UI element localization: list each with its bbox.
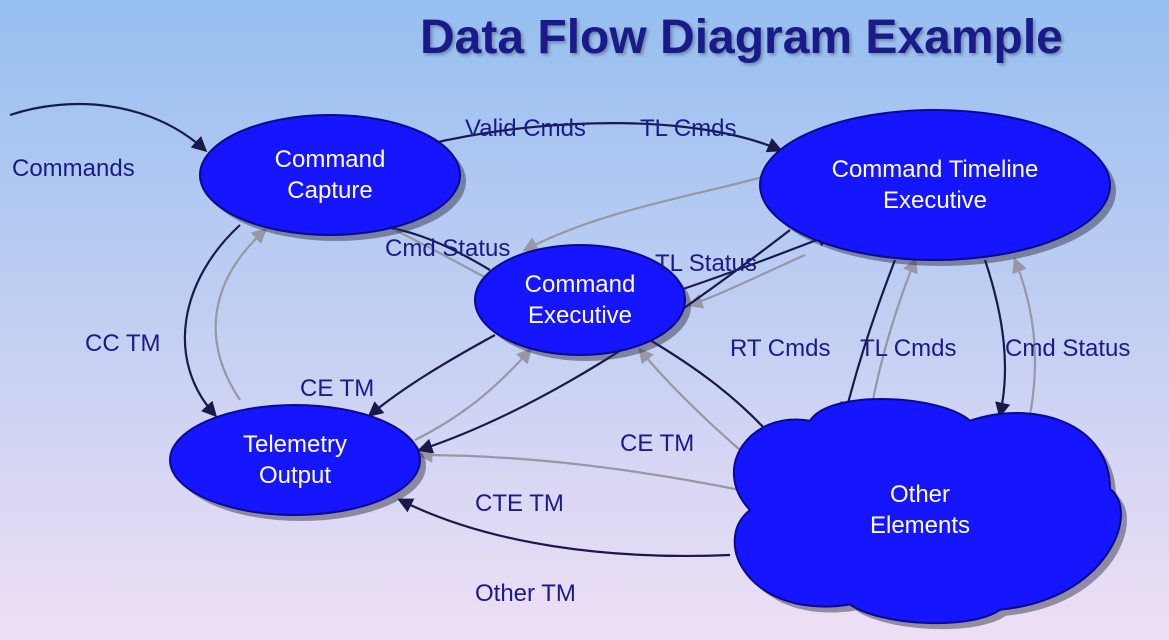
edge-label-2: TL Cmds: [640, 115, 736, 143]
edge-label-4: TL Status: [655, 250, 757, 278]
edge-17: [420, 455, 740, 490]
node-cte: [760, 110, 1110, 260]
edge-label-7: RT Cmds: [730, 335, 830, 363]
node-cc: [200, 115, 460, 235]
edge-label-8: TL Cmds: [860, 335, 956, 363]
nodes-group: [170, 110, 1127, 629]
edge-9: [370, 335, 495, 415]
edge-label-6: CE TM: [300, 375, 374, 403]
edge-label-10: CE TM: [620, 430, 694, 458]
edge-label-3: Cmd Status: [385, 235, 510, 263]
diagram-svg: [0, 0, 1169, 640]
edge-label-9: Cmd Status: [1005, 335, 1130, 363]
edge-label-5: CC TM: [85, 330, 161, 358]
edge-10: [415, 350, 530, 440]
edge-label-0: Commands: [12, 155, 135, 183]
edge-8: [216, 230, 265, 400]
diagram-canvas: Data Flow Diagram Example CommandCapture…: [0, 0, 1169, 640]
edge-19: [400, 500, 730, 556]
edge-label-11: CTE TM: [475, 490, 564, 518]
edge-13: [985, 260, 1005, 415]
edge-2: [525, 175, 770, 250]
edge-0: [10, 104, 205, 150]
node-to: [170, 405, 420, 515]
diagram-title: Data Flow Diagram Example: [420, 10, 1063, 65]
edge-label-12: Other TM: [475, 580, 576, 608]
edge-label-1: Valid Cmds: [465, 115, 586, 143]
node-oe: [734, 399, 1121, 623]
